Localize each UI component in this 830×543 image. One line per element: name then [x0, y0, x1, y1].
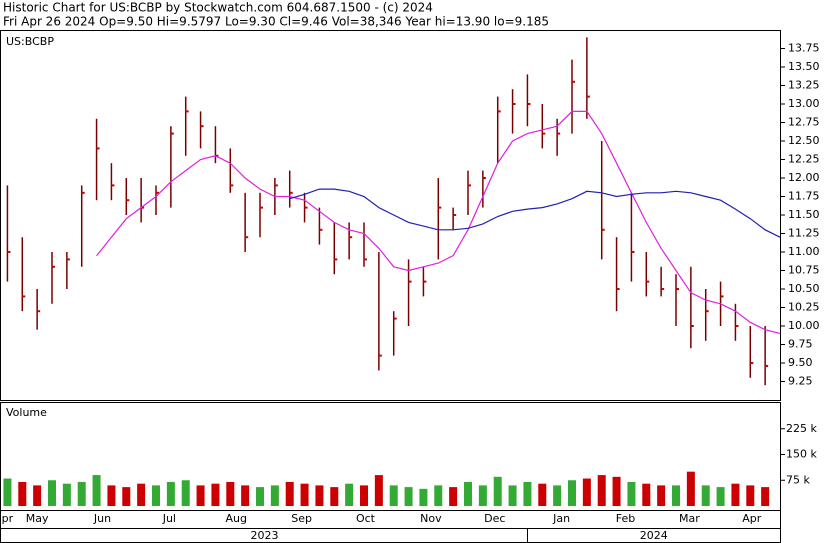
volume-bar [597, 475, 606, 506]
y-tick-label: 11.25 [788, 227, 820, 240]
volume-bar [582, 478, 591, 506]
volume-bar [18, 481, 27, 506]
volume-bar [315, 485, 324, 506]
y-tick-label: 12.50 [788, 134, 820, 147]
volume-bar [553, 485, 562, 506]
volume-bar [300, 483, 309, 506]
volume-bar [746, 485, 755, 506]
volume-bar [449, 487, 458, 506]
volume-bar [77, 481, 86, 506]
y-tick-label: 13.25 [788, 79, 820, 92]
x-tick-label: Dec [484, 512, 505, 525]
x-tick-label: Oct [356, 512, 376, 525]
x-tick-label: Aug [225, 512, 246, 525]
volume-bar [3, 478, 12, 506]
volume-label: Volume [6, 406, 47, 419]
volume-bar [389, 485, 398, 506]
volume-bar [137, 483, 146, 506]
volume-bar [672, 485, 680, 506]
y-tick-label: 10.25 [788, 301, 820, 314]
volume-bar [642, 483, 651, 506]
y-tick-label: 13.75 [788, 42, 820, 55]
y-tick-label: 9.75 [788, 338, 813, 351]
volume-bar [731, 483, 740, 506]
y-tick-label: 13.50 [788, 60, 820, 73]
volume-bar [196, 485, 205, 506]
volume-bar [374, 475, 383, 506]
x-tick-label: Jul [162, 512, 176, 525]
x-tick-label: May [26, 512, 49, 525]
volume-bar [48, 480, 56, 506]
volume-bar [434, 485, 443, 506]
y-tick-label: 10.50 [788, 282, 820, 295]
volume-bar [107, 485, 116, 506]
volume-bar [538, 483, 547, 506]
year-label: 2023 [250, 529, 278, 542]
volume-bar [345, 483, 354, 506]
volume-bar [270, 485, 279, 506]
volume-bar [92, 475, 101, 506]
x-tick-label: pr [2, 512, 14, 525]
volume-bar [686, 471, 695, 506]
y-tick-label: 11.50 [788, 208, 820, 221]
y-tick-label: 75 k [786, 473, 810, 486]
moving-average [96, 110, 781, 334]
y-tick-label: 12.25 [788, 153, 820, 166]
volume-bar [33, 485, 42, 506]
volume-bar [62, 483, 71, 506]
volume-bar [211, 483, 220, 506]
y-tick-label: 225 k [786, 422, 817, 435]
volume-bar [181, 480, 190, 506]
year-label: 2024 [640, 529, 668, 542]
y-tick-label: 9.25 [788, 375, 813, 388]
x-tick-label: Jun [93, 512, 111, 525]
volume-bar [716, 487, 725, 506]
chart-subtitle: Fri Apr 26 2024 Op=9.50 Hi=9.5797 Lo=9.3… [3, 15, 549, 29]
volume-bar [256, 487, 264, 506]
volume-bar [285, 481, 294, 506]
volume-bar [360, 485, 368, 506]
volume-bar [152, 485, 160, 506]
y-tick-label: 10.75 [788, 264, 820, 277]
x-tick-label: Sep [291, 512, 312, 525]
volume-bar [122, 487, 131, 506]
x-tick-label: Apr [742, 512, 762, 525]
symbol-label: US:BCBP [6, 35, 54, 48]
x-tick-label: Mar [679, 512, 700, 525]
volume-bar [701, 485, 710, 506]
moving-average [289, 188, 781, 238]
volume-bar [464, 481, 472, 506]
x-tick-label: Nov [420, 512, 442, 525]
volume-bar [612, 476, 621, 506]
volume-bar [330, 487, 339, 506]
y-tick-label: 12.00 [788, 171, 820, 184]
volume-bar [419, 488, 428, 506]
volume-bar [627, 481, 636, 506]
x-tick-label: Jan [552, 512, 570, 525]
volume-bar [568, 480, 576, 506]
volume-bar [166, 481, 175, 506]
y-tick-label: 13.00 [788, 97, 820, 110]
y-tick-label: 9.50 [788, 356, 813, 369]
volume-bar [404, 487, 413, 506]
volume-bar [657, 485, 666, 506]
y-tick-label: 11.75 [788, 190, 820, 203]
volume-bar [761, 487, 770, 506]
volume-bar [523, 481, 532, 506]
volume-bar [508, 485, 517, 506]
y-tick-label: 12.75 [788, 116, 820, 129]
chart-title: Historic Chart for US:BCBP by Stockwatch… [3, 1, 433, 15]
y-tick-label: 10.00 [788, 319, 820, 332]
volume-bar [241, 485, 250, 506]
volume-bar [493, 476, 502, 506]
y-tick-label: 150 k [786, 448, 817, 461]
volume-bar [478, 485, 487, 506]
y-tick-label: 11.00 [788, 245, 820, 258]
volume-bar [226, 481, 235, 506]
x-tick-label: Feb [616, 512, 635, 525]
